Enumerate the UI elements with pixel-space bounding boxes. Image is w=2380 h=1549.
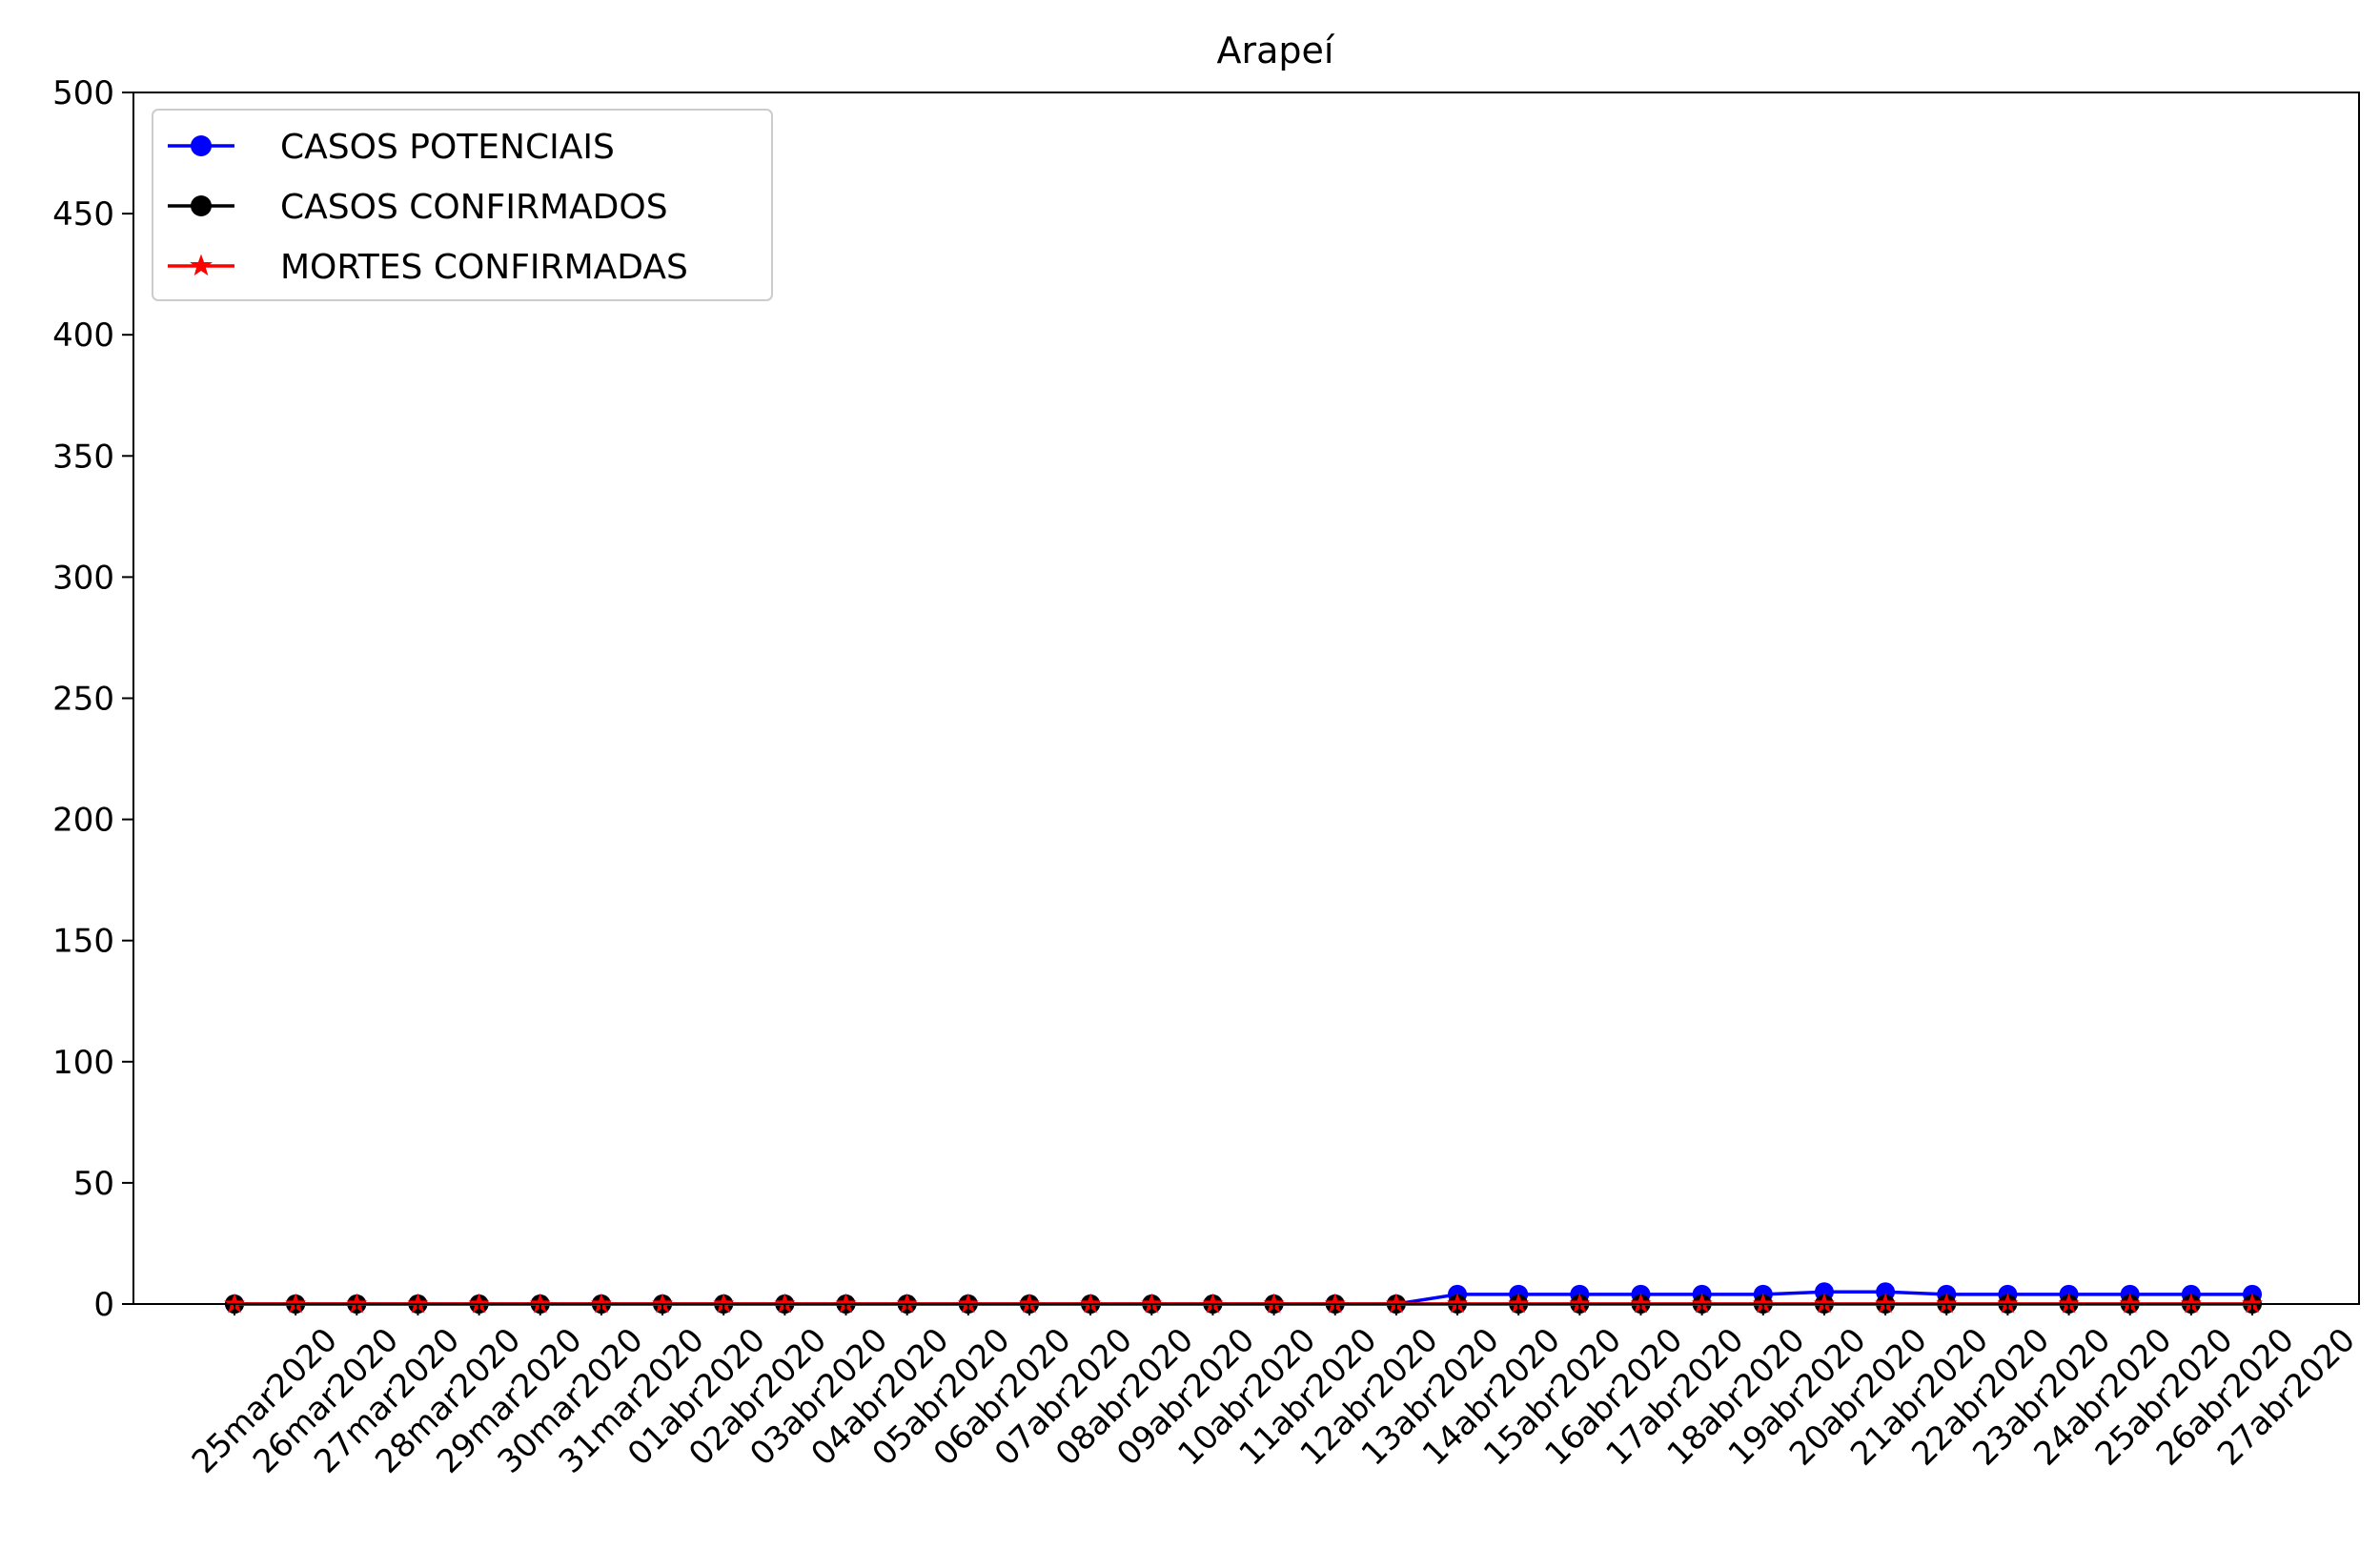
chart-title: Arapeí [1217, 30, 1335, 71]
legend-entry: MORTES CONFIRMADAS [168, 248, 688, 287]
legend-box [152, 109, 773, 301]
y-tick-label: 250 [52, 681, 114, 719]
y-tick-label: 300 [52, 559, 114, 597]
y-tick-label: 50 [73, 1165, 114, 1203]
y-tick-label: 350 [52, 438, 114, 476]
legend-marker [190, 254, 213, 276]
legend-marker [191, 135, 212, 156]
axes-layer: 05010015020025030035040045050025mar20202… [52, 74, 2363, 1481]
y-tick-label: 150 [52, 923, 114, 961]
legend-label: CASOS CONFIRMADOS [280, 188, 668, 227]
y-tick-label: 400 [52, 316, 114, 355]
y-tick-label: 100 [52, 1044, 114, 1082]
y-tick-label: 450 [52, 195, 114, 234]
legend-label: CASOS POTENCIAIS [280, 128, 615, 167]
legend-label: MORTES CONFIRMADAS [280, 248, 688, 287]
legend: CASOS POTENCIAIS CASOS CONFIRMADOS MORTES … [152, 109, 773, 301]
legend-marker [191, 195, 212, 216]
legend-entry: CASOS POTENCIAIS [168, 128, 615, 167]
y-tick-label: 0 [93, 1286, 114, 1324]
y-tick-label: 200 [52, 802, 114, 840]
y-tick-label: 500 [52, 74, 114, 112]
legend-entry: CASOS CONFIRMADOS [168, 188, 668, 227]
